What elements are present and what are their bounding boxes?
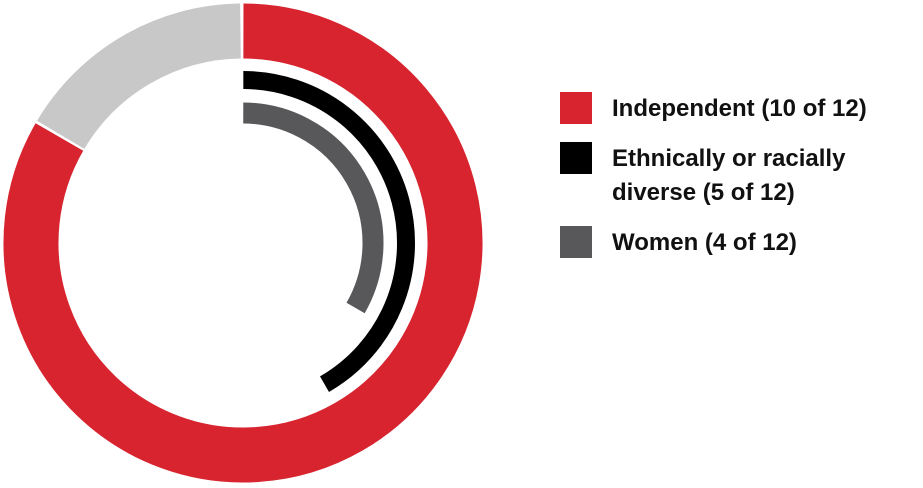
chart [3, 3, 483, 483]
legend: Independent (10 of 12) Ethnically or raci… [560, 92, 922, 276]
bar-arc [3, 3, 483, 483]
legend-item: Ethnically or racially diverse (5 of 12) [560, 142, 922, 210]
legend-item: Independent (10 of 12) [560, 92, 922, 126]
legend-swatch [560, 142, 592, 174]
legend-label: Women (4 of 12) [612, 229, 797, 256]
bar-arc [243, 71, 415, 392]
track-arc [37, 3, 242, 150]
legend-swatch [560, 92, 592, 124]
legend-item: Women (4 of 12) [560, 226, 922, 260]
legend-label: Independent (10 of 12) [612, 95, 867, 122]
bar-arc [243, 102, 384, 314]
legend-swatch [560, 226, 592, 258]
legend-label: Ethnically or racially diverse (5 of 12) [612, 145, 846, 206]
